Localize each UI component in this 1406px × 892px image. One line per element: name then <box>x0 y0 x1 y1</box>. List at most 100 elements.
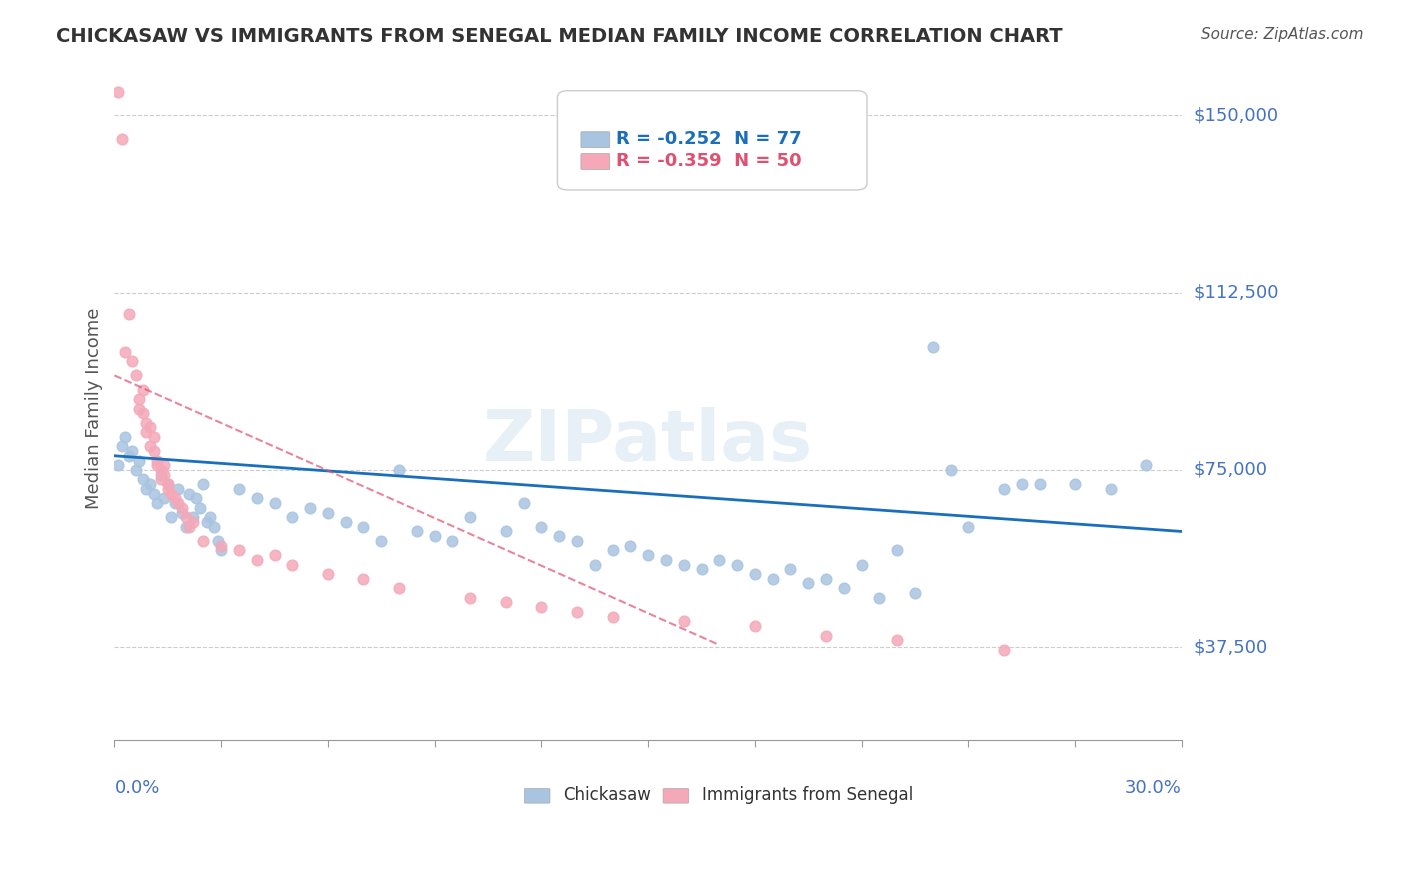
Point <box>423 529 446 543</box>
Text: 0.0%: 0.0% <box>114 780 160 797</box>
Point <box>135 425 157 439</box>
Text: 30.0%: 30.0% <box>1125 780 1182 797</box>
Point <box>174 520 197 534</box>
Point <box>530 600 553 615</box>
Point <box>1028 477 1050 491</box>
Point <box>153 467 176 482</box>
Point <box>170 500 193 515</box>
Point <box>1011 477 1033 491</box>
Text: R = -0.252  N = 77: R = -0.252 N = 77 <box>616 130 801 148</box>
Point <box>353 572 375 586</box>
Text: $75,000: $75,000 <box>1194 461 1267 479</box>
Point <box>1135 458 1157 473</box>
Point <box>602 609 624 624</box>
Point <box>146 496 169 510</box>
Point <box>530 520 553 534</box>
Point <box>904 586 927 600</box>
Point <box>246 491 269 506</box>
Point <box>637 548 659 562</box>
Point <box>921 340 943 354</box>
Point <box>495 595 517 609</box>
FancyBboxPatch shape <box>664 789 689 803</box>
Point <box>156 482 179 496</box>
Point <box>160 486 183 500</box>
Point <box>156 477 179 491</box>
Point <box>672 615 695 629</box>
Text: R = -0.359  N = 50: R = -0.359 N = 50 <box>616 152 801 169</box>
Point <box>117 449 139 463</box>
Point <box>281 558 304 572</box>
Point <box>263 548 285 562</box>
Point <box>163 491 186 506</box>
Point <box>181 515 204 529</box>
Point <box>110 132 132 146</box>
FancyBboxPatch shape <box>581 132 610 147</box>
Point <box>779 562 801 576</box>
Point <box>957 520 980 534</box>
Point <box>174 510 197 524</box>
Point <box>744 567 766 582</box>
Point <box>441 533 464 548</box>
Point <box>121 354 143 368</box>
Point <box>939 463 962 477</box>
Point <box>815 572 838 586</box>
Point <box>207 533 229 548</box>
Point <box>179 520 201 534</box>
Text: $112,500: $112,500 <box>1194 284 1278 301</box>
Point <box>179 486 201 500</box>
Point <box>458 591 481 605</box>
Point <box>193 533 215 548</box>
Point <box>139 420 162 434</box>
Point <box>142 486 165 500</box>
Point <box>299 500 322 515</box>
Point <box>851 558 873 572</box>
Point <box>619 539 641 553</box>
Point <box>868 591 890 605</box>
Point <box>142 444 165 458</box>
Point <box>815 628 838 642</box>
Point <box>135 482 157 496</box>
Point <box>167 482 190 496</box>
Point <box>132 472 155 486</box>
Point <box>142 430 165 444</box>
Text: ZIPatlas: ZIPatlas <box>484 407 813 476</box>
Point <box>132 383 155 397</box>
Point <box>114 344 136 359</box>
Point <box>725 558 748 572</box>
FancyBboxPatch shape <box>581 153 610 169</box>
Point <box>316 506 339 520</box>
Point <box>167 496 190 510</box>
Text: Chickasaw: Chickasaw <box>562 786 651 804</box>
Point <box>709 553 731 567</box>
Point <box>125 368 148 383</box>
Point <box>548 529 571 543</box>
Point <box>993 482 1015 496</box>
Y-axis label: Median Family Income: Median Family Income <box>86 308 103 509</box>
Point <box>316 567 339 582</box>
Point <box>149 463 172 477</box>
Point <box>281 510 304 524</box>
Point <box>672 558 695 572</box>
Point <box>832 581 855 595</box>
Point <box>1099 482 1122 496</box>
Point <box>149 472 172 486</box>
Point <box>114 430 136 444</box>
Point <box>370 533 392 548</box>
Point <box>200 510 222 524</box>
Point <box>128 453 150 467</box>
FancyBboxPatch shape <box>524 789 550 803</box>
Point <box>797 576 820 591</box>
Point <box>135 416 157 430</box>
Point <box>202 520 225 534</box>
Point <box>193 477 215 491</box>
Point <box>209 543 232 558</box>
Point <box>139 477 162 491</box>
Point <box>139 439 162 453</box>
Point <box>153 491 176 506</box>
Point <box>228 482 250 496</box>
Point <box>181 510 204 524</box>
Point <box>156 477 179 491</box>
Point <box>110 439 132 453</box>
Point <box>195 515 218 529</box>
Point <box>125 463 148 477</box>
